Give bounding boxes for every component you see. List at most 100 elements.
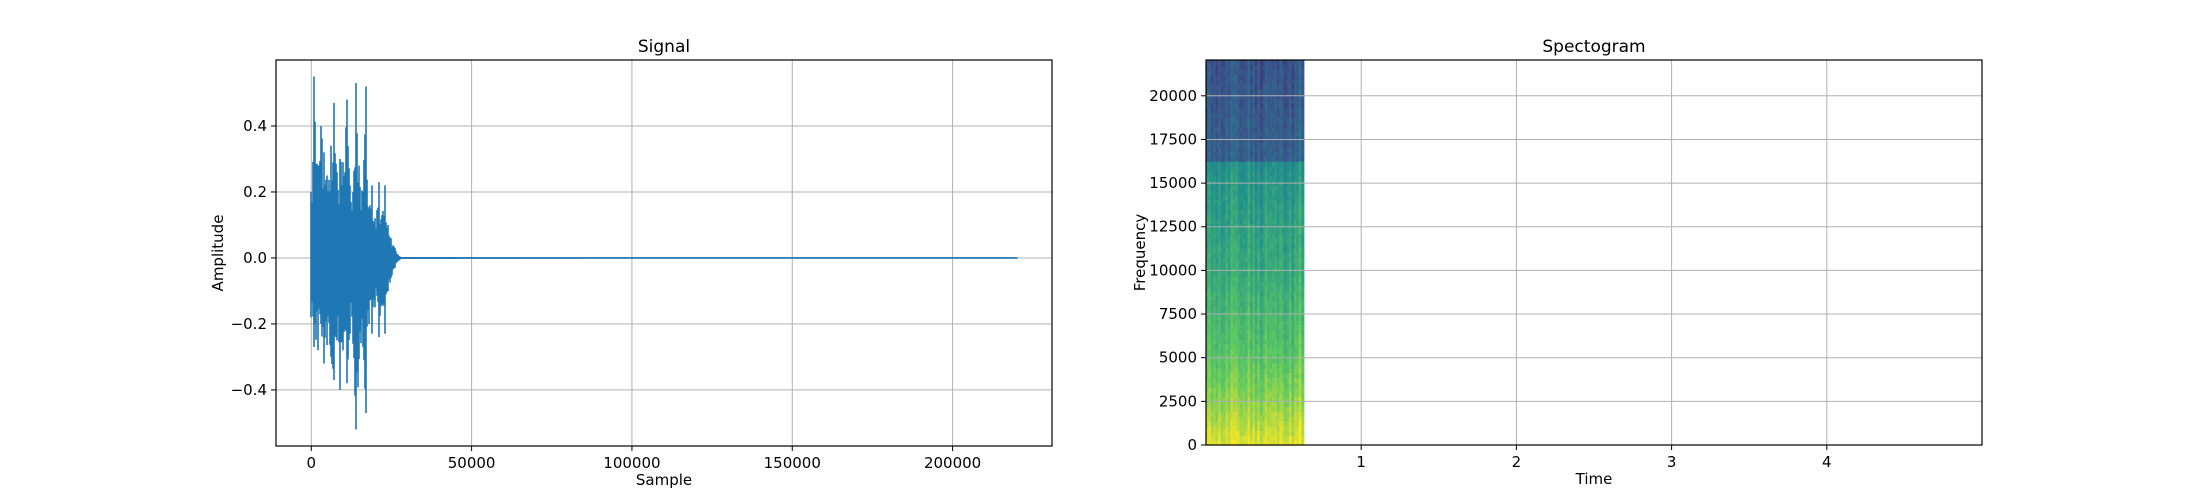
spectrogram-cell bbox=[1264, 204, 1268, 210]
spectrogram-cell bbox=[1262, 281, 1266, 287]
spectrogram-cell bbox=[1264, 416, 1268, 422]
spectrogram-cell bbox=[1235, 238, 1239, 244]
spectrogram-cell bbox=[1250, 406, 1254, 412]
spectrogram-cell bbox=[1225, 266, 1229, 273]
spectrogram-cell bbox=[1257, 189, 1261, 196]
spectrogram-cell bbox=[1286, 348, 1290, 355]
spectrogram-cell bbox=[1296, 266, 1300, 273]
spectrogram-cell bbox=[1294, 406, 1298, 412]
spectrogram-cell bbox=[1225, 247, 1229, 254]
spectrogram-cell bbox=[1257, 156, 1261, 162]
spectrogram-cell bbox=[1225, 392, 1229, 398]
spectrogram-cell bbox=[1267, 382, 1271, 388]
spectrogram-cell bbox=[1274, 348, 1278, 355]
spectrogram-cell bbox=[1235, 387, 1239, 393]
spectrogram-cell bbox=[1250, 194, 1254, 201]
spectrogram-cell bbox=[1289, 199, 1293, 205]
spectrogram-cell bbox=[1291, 247, 1295, 254]
spectrogram-cell bbox=[1254, 425, 1258, 432]
spectrogram-cell bbox=[1269, 315, 1273, 321]
spectrogram-cell bbox=[1230, 411, 1234, 417]
spectrogram-cell bbox=[1208, 324, 1212, 331]
spectrogram-cell bbox=[1232, 204, 1236, 210]
spectrogram-cell bbox=[1235, 79, 1239, 85]
spectrogram-cell bbox=[1291, 98, 1295, 104]
spectrogram-cell bbox=[1267, 262, 1271, 268]
spectrogram-cell bbox=[1250, 291, 1254, 297]
spectrogram-cell bbox=[1242, 242, 1246, 249]
spectrogram-cell bbox=[1210, 132, 1214, 138]
spectrogram-cell bbox=[1259, 93, 1263, 100]
spectrogram-cell bbox=[1259, 103, 1263, 109]
spectrogram-cell bbox=[1269, 161, 1273, 167]
spectrogram-cell bbox=[1240, 242, 1244, 249]
spectrogram-cell bbox=[1232, 319, 1236, 326]
spectrogram-cell bbox=[1225, 416, 1229, 422]
spectrogram-cell bbox=[1247, 233, 1251, 239]
spectrogram-cell bbox=[1262, 112, 1266, 119]
spectrogram-cell bbox=[1267, 425, 1271, 432]
spectrogram-cell bbox=[1276, 79, 1280, 85]
spectrogram-cell bbox=[1264, 257, 1268, 263]
spectrogram-cell bbox=[1220, 262, 1224, 268]
spectrogram-cell bbox=[1262, 88, 1266, 95]
spectrogram-cell bbox=[1254, 218, 1258, 225]
spectrogram-cell bbox=[1237, 228, 1241, 234]
spectrogram-cell bbox=[1254, 257, 1258, 263]
spectrogram-cell bbox=[1269, 218, 1273, 225]
spectrogram-y-tick-label: 12500 bbox=[1149, 218, 1197, 236]
spectrogram-cell bbox=[1223, 247, 1227, 254]
spectrogram-cell bbox=[1296, 430, 1300, 436]
spectrogram-cell bbox=[1228, 84, 1232, 90]
spectrogram-cell bbox=[1264, 291, 1268, 297]
spectrogram-cell bbox=[1230, 228, 1234, 234]
spectrogram-cell bbox=[1257, 363, 1261, 369]
spectrogram-cell bbox=[1281, 247, 1285, 254]
spectrogram-cell bbox=[1276, 194, 1280, 201]
spectrogram-cell bbox=[1223, 238, 1227, 244]
spectrogram-cell bbox=[1208, 329, 1212, 335]
spectrogram-cell bbox=[1242, 343, 1246, 350]
spectrogram-cell bbox=[1269, 382, 1273, 388]
spectrogram-cell bbox=[1301, 98, 1305, 104]
spectrogram-cell bbox=[1225, 93, 1229, 100]
spectrogram-cell bbox=[1262, 127, 1266, 133]
spectrogram-cell bbox=[1262, 146, 1266, 153]
spectrogram-cell bbox=[1225, 204, 1229, 210]
spectrogram-cell bbox=[1252, 353, 1256, 359]
spectrogram-cell bbox=[1245, 257, 1249, 263]
spectrogram-cell bbox=[1210, 392, 1214, 398]
spectrogram-cell bbox=[1213, 430, 1217, 436]
spectrogram-cell bbox=[1245, 247, 1249, 254]
spectrogram-cell bbox=[1257, 291, 1261, 297]
spectrogram-cell bbox=[1228, 185, 1232, 191]
spectrogram-cell bbox=[1218, 194, 1222, 201]
signal-x-tick-label: 200000 bbox=[924, 454, 981, 472]
spectrogram-cell bbox=[1267, 319, 1271, 326]
spectrogram-cell bbox=[1281, 300, 1285, 307]
spectrogram-cell bbox=[1286, 377, 1290, 384]
spectrogram-cell bbox=[1223, 64, 1227, 71]
spectrogram-cell bbox=[1298, 382, 1302, 388]
spectrogram-cell bbox=[1291, 353, 1295, 359]
spectrogram-cell bbox=[1220, 305, 1224, 311]
spectrogram-cell bbox=[1267, 420, 1271, 427]
spectrogram-x-tick-label: 1 bbox=[1356, 453, 1366, 471]
spectrogram-cell bbox=[1267, 108, 1271, 114]
spectrogram-cell bbox=[1301, 271, 1305, 278]
spectrogram-cell bbox=[1262, 329, 1266, 335]
spectrogram-cell bbox=[1298, 242, 1302, 249]
spectrogram-cell bbox=[1235, 84, 1239, 90]
spectrogram-cell bbox=[1279, 117, 1283, 124]
spectrogram-cell bbox=[1247, 329, 1251, 335]
signal-y-tick-label: −0.2 bbox=[231, 315, 267, 333]
spectrogram-cell bbox=[1281, 204, 1285, 210]
spectrogram-cell bbox=[1235, 117, 1239, 124]
spectrogram-cell bbox=[1206, 242, 1210, 249]
spectrogram-cell bbox=[1262, 401, 1266, 408]
spectrogram-cell bbox=[1291, 401, 1295, 408]
spectrogram-cell bbox=[1269, 324, 1273, 331]
spectrogram-cell bbox=[1237, 339, 1241, 345]
spectrogram-cell bbox=[1230, 295, 1234, 302]
spectrogram-cell bbox=[1269, 185, 1273, 191]
